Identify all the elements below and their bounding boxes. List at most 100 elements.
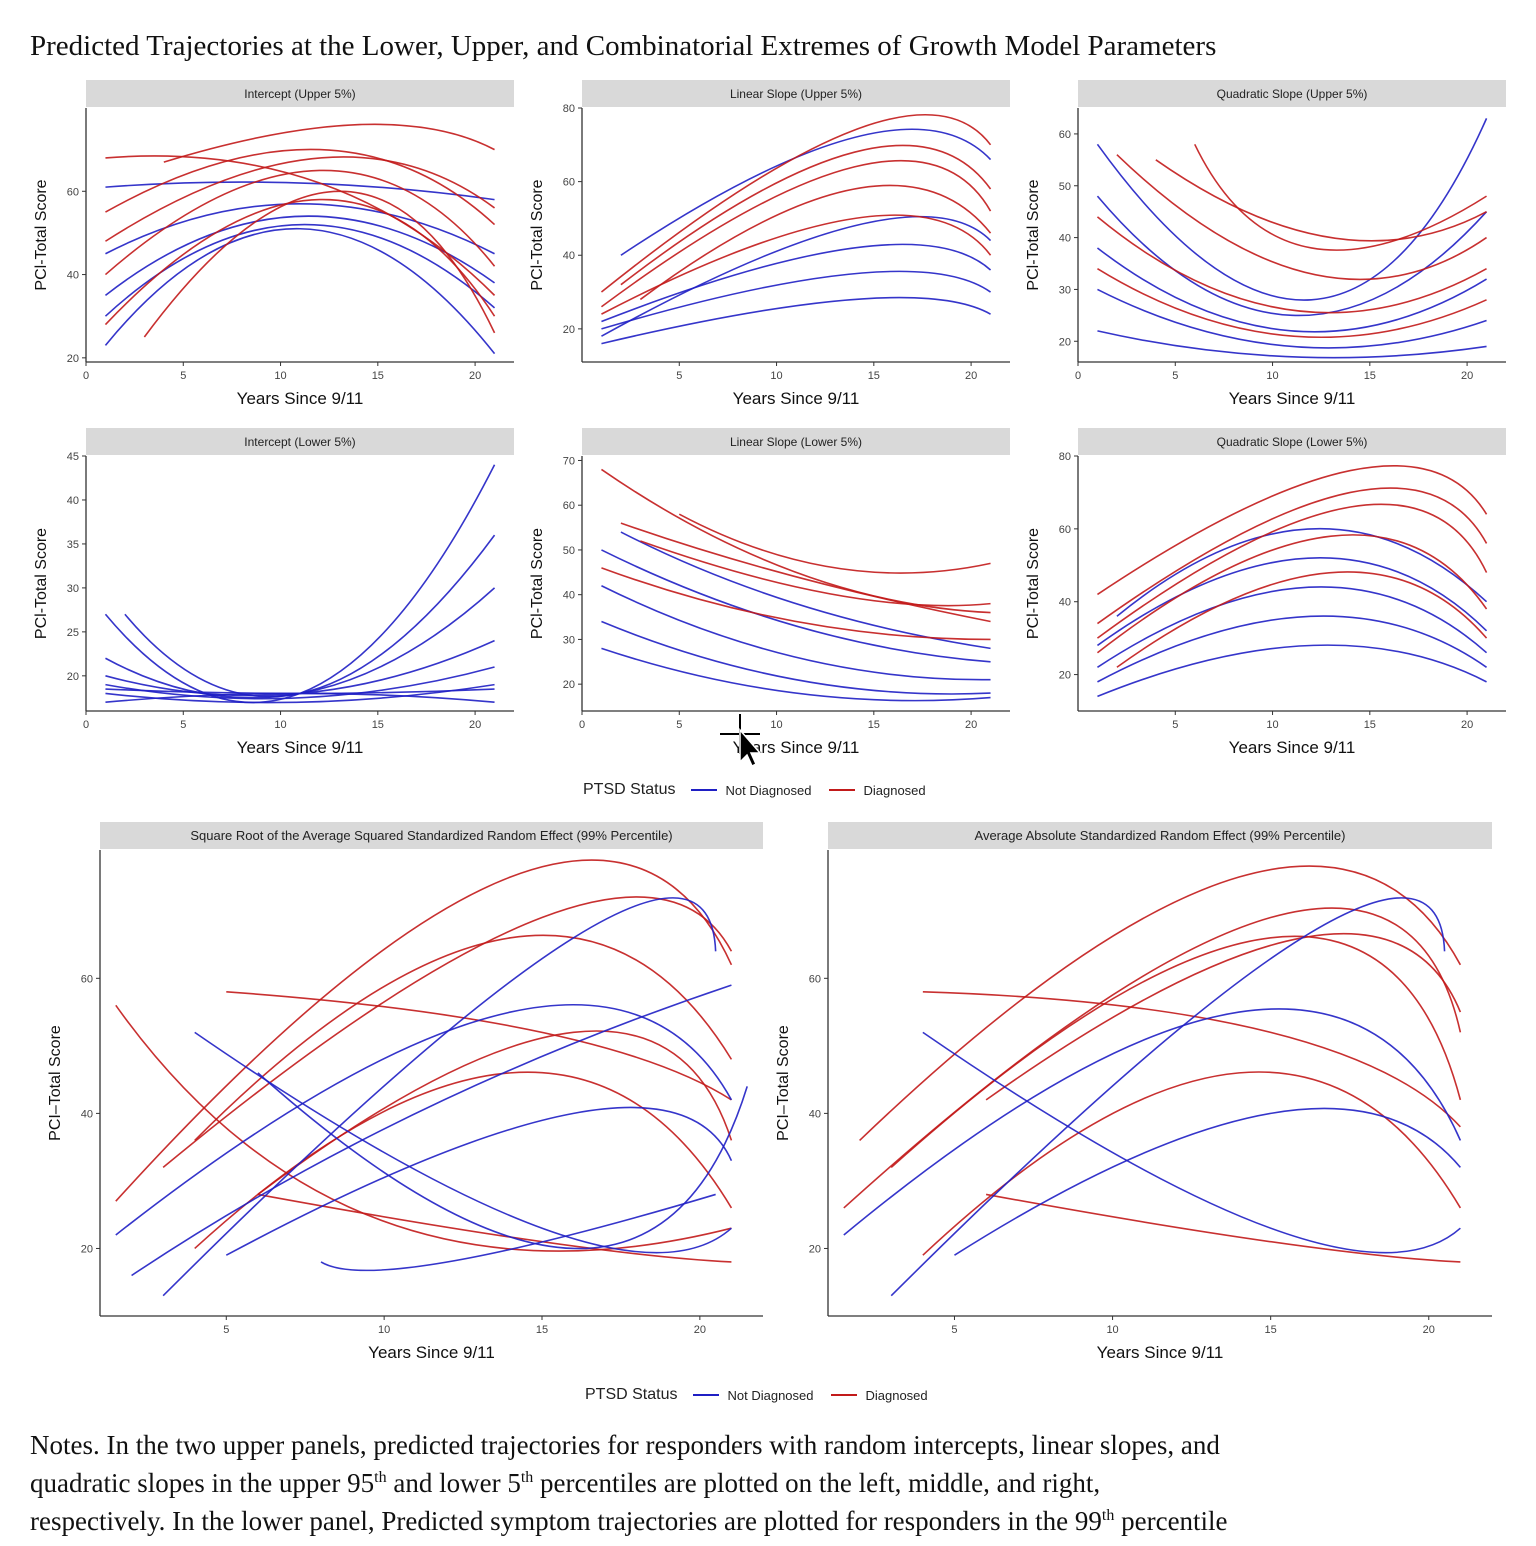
y-axis-label: PCl-Total Score bbox=[529, 528, 546, 639]
notes-superscript: th bbox=[374, 1469, 387, 1486]
x-tick-label: 20 bbox=[1461, 719, 1473, 731]
series-line bbox=[1096, 487, 1488, 625]
series-line bbox=[104, 227, 496, 355]
panel-strip-label: Intercept (Lower 5%) bbox=[244, 435, 355, 449]
series-line bbox=[1097, 615, 1488, 683]
series-line bbox=[601, 585, 991, 681]
series-line bbox=[1155, 159, 1487, 242]
series-line bbox=[104, 198, 496, 326]
x-tick-label: 15 bbox=[1364, 370, 1376, 382]
panel-strip bbox=[582, 80, 1010, 107]
x-tick-label: 5 bbox=[180, 719, 186, 731]
y-tick-label: 20 bbox=[67, 353, 79, 365]
series-line bbox=[1096, 216, 1487, 314]
x-tick-label: 20 bbox=[965, 370, 977, 382]
x-tick-label: 15 bbox=[868, 370, 880, 382]
panel-strip-label: Average Absolute Standardized Random Eff… bbox=[975, 828, 1346, 843]
series-line bbox=[985, 1193, 1461, 1263]
chart-panel: Average Absolute Standardized Random Eff… bbox=[775, 822, 1492, 1362]
x-tick-label: 10 bbox=[274, 370, 286, 382]
y-tick-label: 60 bbox=[1059, 524, 1071, 536]
series-line bbox=[1116, 154, 1488, 281]
x-tick-label: 5 bbox=[180, 370, 186, 382]
series-line bbox=[194, 934, 733, 1141]
series-line bbox=[601, 549, 991, 663]
y-tick-label: 45 bbox=[67, 451, 79, 463]
y-tick-label: 60 bbox=[563, 177, 575, 189]
chart-panel: Intercept (Lower 5%) 0 5 10 15 20 20 25 30 35 40 45… bbox=[33, 428, 514, 757]
y-tick-label: 20 bbox=[81, 1243, 93, 1255]
series-line bbox=[105, 666, 495, 700]
y-axis-label: PCl-Total Score bbox=[33, 179, 50, 290]
series-line bbox=[1097, 288, 1487, 349]
series-line bbox=[1097, 644, 1487, 698]
series-line bbox=[890, 897, 1446, 1297]
panel-strip bbox=[582, 428, 1010, 455]
series-line bbox=[162, 897, 717, 1297]
notes-text: Notes. In the two upper panels, predicte… bbox=[30, 1430, 1220, 1460]
x-tick-label: 15 bbox=[868, 719, 880, 731]
chart-panel: Linear Slope (Lower 5%) 0 5 10 15 20 20 30 40 50 6… bbox=[529, 428, 1010, 757]
x-axis-label: Years Since 9/11 bbox=[733, 738, 860, 757]
x-tick-label: 5 bbox=[1172, 370, 1178, 382]
series-line bbox=[1096, 247, 1487, 333]
series-line bbox=[601, 270, 992, 330]
series-line bbox=[257, 1072, 748, 1250]
y-tick-label: 60 bbox=[81, 973, 93, 985]
panel-strip bbox=[828, 822, 1492, 849]
x-tick-label: 15 bbox=[1364, 719, 1376, 731]
x-tick-label: 0 bbox=[579, 719, 585, 731]
legend-label-diagnosed: Diagnosed bbox=[865, 1387, 928, 1403]
notes-text: and lower 5 bbox=[386, 1468, 521, 1498]
series-line bbox=[105, 156, 496, 242]
series-line bbox=[1194, 143, 1487, 251]
y-tick-label: 40 bbox=[563, 250, 575, 262]
notes-text: percentiles are plotted on the left, mid… bbox=[533, 1468, 1101, 1498]
notes-superscript: th bbox=[1101, 1507, 1115, 1524]
x-tick-label: 10 bbox=[1266, 719, 1278, 731]
y-tick-label: 20 bbox=[1059, 670, 1071, 682]
series-line bbox=[639, 184, 992, 301]
y-tick-label: 40 bbox=[67, 270, 79, 282]
panel-strip-label: Linear Slope (Upper 5%) bbox=[730, 87, 862, 101]
series-line bbox=[601, 296, 991, 345]
series-line bbox=[105, 181, 495, 201]
y-tick-label: 30 bbox=[1059, 284, 1071, 296]
page-title: Predicted Trajectories at the Lower, Upp… bbox=[30, 30, 1217, 62]
series-line bbox=[1116, 571, 1488, 668]
series-line bbox=[1097, 586, 1488, 668]
panel-strip bbox=[86, 428, 514, 455]
series-line bbox=[1116, 528, 1488, 617]
notes-text: respectively. In the lower panel, Predic… bbox=[30, 1506, 1102, 1536]
y-tick-label: 80 bbox=[563, 103, 575, 115]
series-line bbox=[601, 567, 991, 641]
x-axis-label: Years Since 9/11 bbox=[237, 389, 364, 408]
series-line bbox=[601, 647, 991, 702]
x-tick-label: 10 bbox=[1266, 370, 1278, 382]
x-tick-label: 15 bbox=[1265, 1324, 1277, 1336]
notes-line: quadratic slopes in the upper 95th and l… bbox=[30, 1464, 1520, 1502]
y-tick-label: 20 bbox=[809, 1243, 821, 1255]
series-line bbox=[143, 190, 496, 338]
x-tick-label: 20 bbox=[965, 719, 977, 731]
series-line bbox=[922, 1031, 1461, 1254]
series-line bbox=[620, 128, 992, 256]
series-line bbox=[601, 620, 991, 695]
panel-strip-label: Quadratic Slope (Lower 5%) bbox=[1217, 435, 1368, 449]
panel-strip-label: Linear Slope (Lower 5%) bbox=[730, 435, 862, 449]
chart-panel: Intercept (Upper 5%) 0 5 10 15 20 20 40 60 Years … bbox=[33, 80, 514, 408]
series-line bbox=[105, 688, 495, 695]
series-line bbox=[194, 1031, 732, 1254]
x-tick-label: 10 bbox=[274, 719, 286, 731]
series-line bbox=[105, 148, 496, 226]
series-line bbox=[678, 513, 991, 574]
series-line bbox=[162, 896, 733, 1169]
series-line bbox=[1096, 118, 1488, 301]
y-tick-label: 50 bbox=[1059, 181, 1071, 193]
x-axis-label: Years Since 9/11 bbox=[237, 738, 364, 757]
panel-strip-label: Intercept (Upper 5%) bbox=[244, 87, 355, 101]
x-tick-label: 10 bbox=[770, 719, 782, 731]
x-tick-label: 5 bbox=[1172, 719, 1178, 731]
x-axis-label: Years Since 9/11 bbox=[733, 389, 860, 408]
